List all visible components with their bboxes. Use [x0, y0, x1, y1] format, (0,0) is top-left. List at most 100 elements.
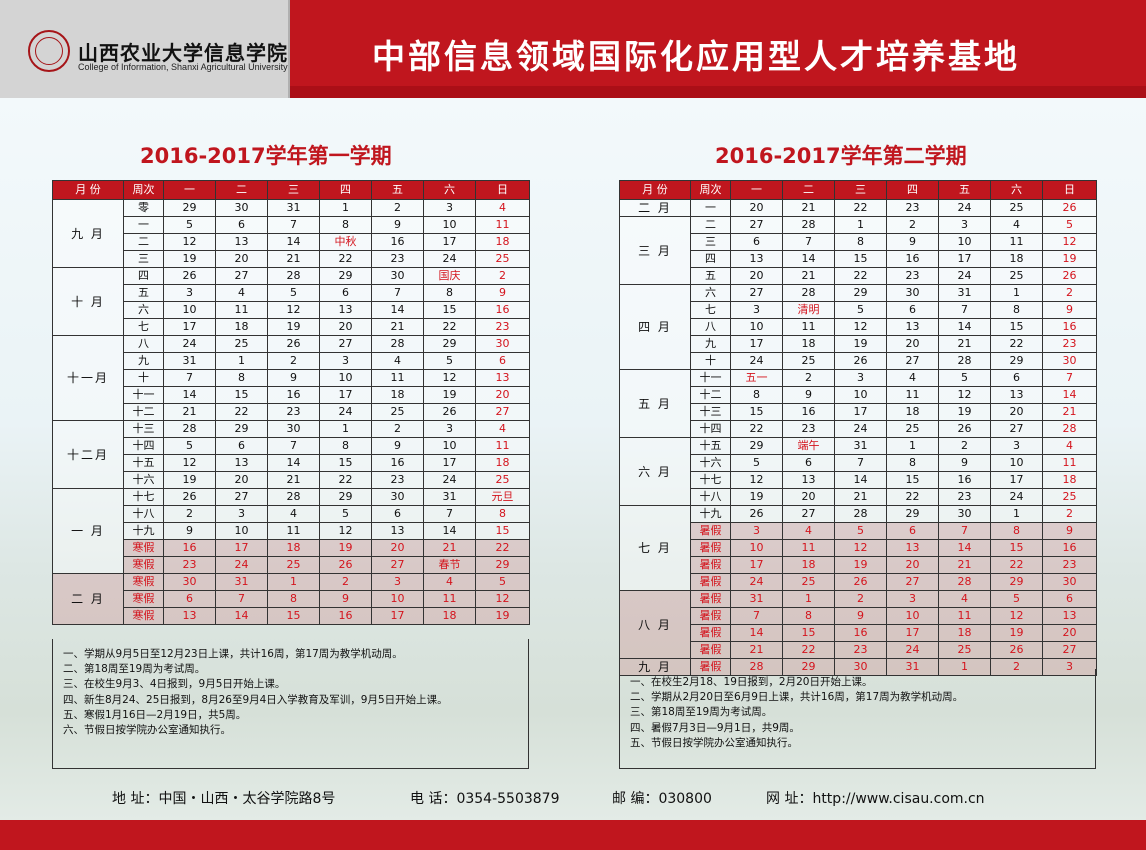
day-cell: 中秋 — [319, 233, 372, 251]
day-cell: 8 — [990, 301, 1043, 319]
day-cell: 25 — [938, 641, 991, 659]
day-cell: 11 — [782, 318, 835, 336]
footer-address: 地 址：中国・山西・太谷学院路8号 — [112, 791, 336, 807]
day-cell: 11 — [267, 522, 320, 540]
day-cell: 10 — [163, 301, 216, 319]
week-number: 暑假 — [690, 522, 731, 540]
week-number: 寒假 — [123, 607, 164, 625]
week-row: 十三 15 16 17 18 19 20 21 — [620, 403, 1097, 421]
day-cell: 23 — [1042, 335, 1097, 353]
day-cell: 26 — [834, 573, 887, 591]
day-cell: 3 — [730, 522, 783, 540]
day-cell: 23 — [1042, 556, 1097, 574]
week-number: 十八 — [123, 505, 164, 523]
day-cell: 29 — [782, 658, 835, 676]
note-line: 二、学期从2月20日至6月9日上课，共计16周，第17周为教学机动周。 — [630, 691, 964, 704]
day-cell: 17 — [319, 386, 372, 404]
week-row: 十二 21 22 23 24 25 26 27 — [53, 403, 530, 421]
week-number: 暑假 — [690, 641, 731, 659]
week-number: 十九 — [690, 505, 731, 523]
day-cell: 22 — [423, 318, 476, 336]
day-cell: 23 — [782, 420, 835, 438]
day-cell: 27 — [782, 505, 835, 523]
week-number: 八 — [123, 335, 164, 353]
day-cell: 22 — [319, 471, 372, 489]
week-row: 十八 2 3 4 5 6 7 8 — [53, 505, 530, 523]
week-number: 零 — [123, 199, 164, 217]
day-cell: 1 — [834, 216, 887, 234]
note-line: 四、暑假7月3日—9月1日，共9周。 — [630, 721, 800, 734]
day-cell: 31 — [215, 573, 268, 591]
day-cell: 26 — [319, 556, 372, 574]
day-cell: 10 — [371, 590, 424, 608]
day-cell: 17 — [834, 403, 887, 421]
day-cell: 7 — [267, 216, 320, 234]
day-cell: 清明 — [782, 301, 835, 319]
month-label: 九 月 — [619, 658, 691, 676]
day-cell: 26 — [938, 420, 991, 438]
week-row: 三 19 20 21 22 23 24 25 — [53, 250, 530, 268]
month-label: 十二月 — [52, 420, 124, 489]
day-cell: 五一 — [730, 369, 783, 387]
day-cell: 5 — [163, 437, 216, 455]
month-label: 九 月 — [52, 199, 124, 268]
day-cell: 26 — [990, 641, 1043, 659]
day-cell: 2 — [475, 267, 530, 285]
week-number: 十 — [123, 369, 164, 387]
semester2-notes: 一、在校生2月18、19日报到，2月20日开始上课。 二、学期从2月20日至6月… — [619, 669, 1096, 769]
day-cell: 25 — [990, 267, 1043, 285]
day-cell: 25 — [886, 420, 939, 438]
footer-website[interactable]: 网 址：http://www.cisau.com.cn — [766, 791, 985, 807]
week-row: 三 月二 27 28 1 2 3 4 5 — [619, 216, 1097, 285]
week-row: 九 月零 29 30 31 1 2 3 4 — [52, 199, 530, 268]
day-cell: 28 — [730, 658, 783, 676]
day-cell: 4 — [371, 352, 424, 370]
day-cell: 16 — [938, 471, 991, 489]
day-cell: 18 — [1042, 471, 1097, 489]
week-row: 十八 19 20 21 22 23 24 25 — [620, 488, 1097, 506]
week-row: 十一月八 24 25 26 27 28 29 30 — [52, 335, 530, 421]
day-cell: 6 — [215, 216, 268, 234]
day-cell: 8 — [730, 386, 783, 404]
day-cell: 13 — [215, 233, 268, 251]
day-cell: 9 — [1042, 522, 1097, 540]
day-cell: 3 — [834, 369, 887, 387]
day-cell: 13 — [990, 386, 1043, 404]
day-cell: 7 — [938, 301, 991, 319]
day-cell: 19 — [834, 556, 887, 574]
week-number: 六 — [123, 301, 164, 319]
day-cell: 17 — [423, 454, 476, 472]
column-header: 三 — [267, 180, 320, 200]
day-cell: 3 — [938, 216, 991, 234]
day-cell: 15 — [215, 386, 268, 404]
day-cell: 28 — [1042, 420, 1097, 438]
day-cell: 24 — [938, 199, 991, 217]
day-cell: 26 — [1042, 199, 1097, 217]
day-cell: 28 — [267, 267, 320, 285]
day-cell: 30 — [475, 335, 530, 353]
day-cell: 20 — [782, 488, 835, 506]
day-cell: 3 — [371, 573, 424, 591]
day-cell: 10 — [215, 522, 268, 540]
note-line: 三、在校生9月3、4日报到，9月5日开始上课。 — [63, 678, 286, 691]
day-cell: 28 — [163, 420, 216, 438]
day-cell: 4 — [215, 284, 268, 302]
day-cell: 4 — [423, 573, 476, 591]
week-number: 十五 — [123, 454, 164, 472]
day-cell: 18 — [423, 607, 476, 625]
column-header: 六 — [423, 180, 476, 200]
day-cell: 21 — [423, 539, 476, 557]
day-cell: 5 — [475, 573, 530, 591]
week-row: 暑假 10 11 12 13 14 15 16 — [620, 539, 1097, 557]
day-cell: 24 — [730, 573, 783, 591]
day-cell: 12 — [834, 318, 887, 336]
week-number: 五 — [123, 284, 164, 302]
note-line: 三、第18周至19周为考试周。 — [630, 706, 773, 719]
day-cell: 21 — [782, 267, 835, 285]
day-cell: 国庆 — [423, 267, 476, 285]
note-line: 五、寒假1月16日—2月19日，共5周。 — [63, 708, 247, 721]
week-number: 暑假 — [690, 573, 731, 591]
day-cell: 20 — [886, 335, 939, 353]
week-row: 七 3 清明 5 6 7 8 9 — [620, 301, 1097, 319]
